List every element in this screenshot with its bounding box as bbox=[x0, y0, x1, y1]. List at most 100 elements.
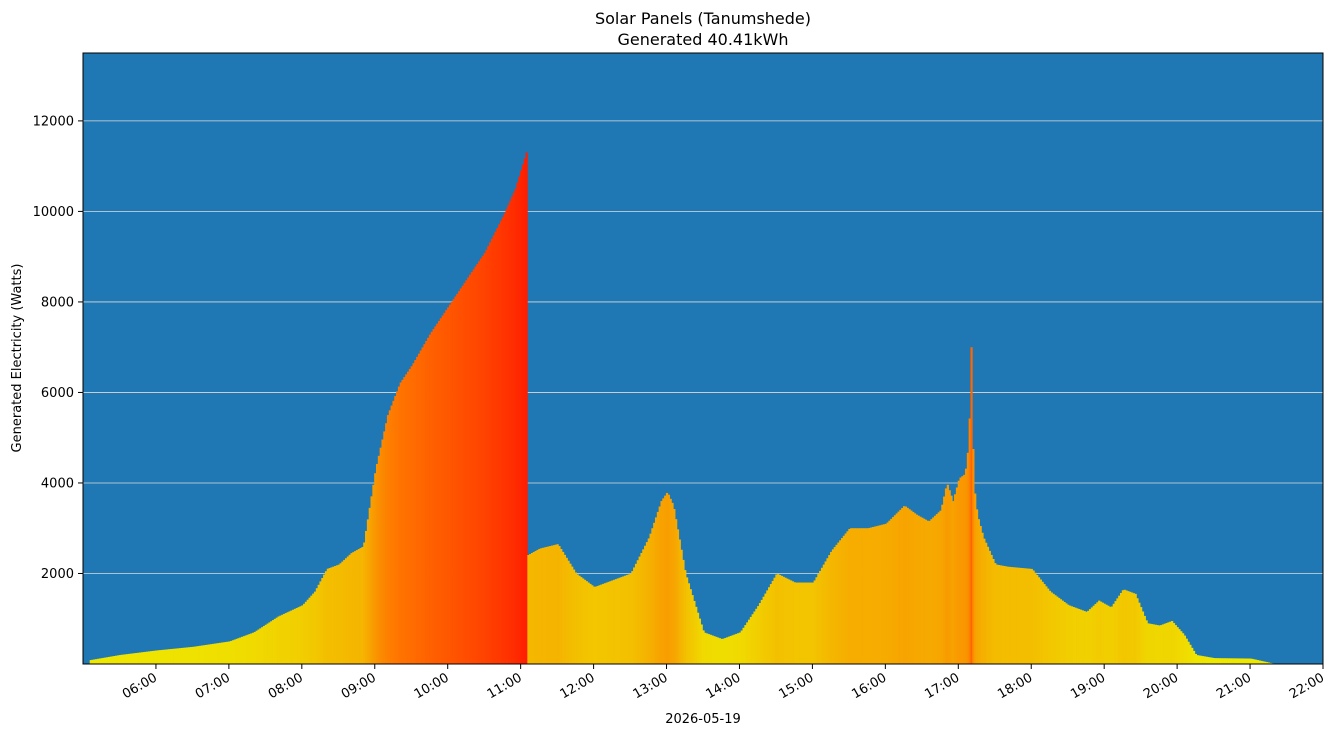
generation-bar bbox=[802, 582, 805, 664]
generation-bar bbox=[840, 538, 844, 664]
generation-bar bbox=[1218, 658, 1221, 664]
generation-bar bbox=[824, 561, 827, 664]
generation-bar bbox=[419, 350, 422, 664]
generation-bar bbox=[698, 618, 701, 664]
generation-bar bbox=[1110, 606, 1114, 664]
generation-bar bbox=[569, 563, 572, 664]
generation-bar bbox=[954, 494, 957, 664]
generation-bar bbox=[324, 571, 328, 664]
generation-bar bbox=[1123, 589, 1126, 664]
generation-bar bbox=[895, 513, 898, 664]
generation-bar bbox=[275, 617, 278, 664]
generation-bar bbox=[631, 571, 634, 664]
generation-bar bbox=[321, 578, 324, 664]
generation-bar bbox=[483, 253, 486, 664]
generation-bar bbox=[534, 550, 537, 664]
generation-bar bbox=[859, 528, 862, 664]
generation-bar bbox=[928, 520, 931, 664]
generation-bar bbox=[1141, 611, 1145, 664]
generation-bar bbox=[175, 648, 178, 664]
generation-bar bbox=[700, 624, 703, 664]
generation-bar bbox=[662, 498, 665, 664]
generation-bar bbox=[551, 545, 554, 664]
generation-bar bbox=[777, 574, 780, 664]
generation-bar bbox=[671, 502, 674, 664]
generation-bar bbox=[811, 582, 815, 664]
generation-bar bbox=[1260, 660, 1263, 664]
generation-bar bbox=[558, 546, 561, 664]
generation-bar bbox=[926, 520, 929, 664]
generation-bar bbox=[467, 277, 470, 664]
generation-bar bbox=[297, 607, 300, 664]
generation-bar bbox=[897, 511, 900, 664]
generation-bar bbox=[572, 569, 576, 664]
generation-bar bbox=[778, 574, 782, 664]
generation-bar bbox=[204, 644, 207, 664]
generation-bar bbox=[1045, 586, 1048, 664]
generation-bar bbox=[820, 567, 824, 664]
generation-bar bbox=[1178, 629, 1181, 664]
generation-bar bbox=[461, 285, 464, 664]
generation-bar bbox=[171, 648, 174, 664]
generation-bar bbox=[851, 528, 855, 664]
generation-bar bbox=[527, 555, 530, 664]
generation-bar bbox=[722, 638, 725, 664]
generation-bar bbox=[994, 563, 997, 664]
x-tick-label: 09:00 bbox=[339, 670, 379, 702]
generation-bar bbox=[282, 613, 286, 664]
generation-bar bbox=[625, 575, 629, 664]
generation-bar bbox=[153, 650, 156, 664]
generation-bar bbox=[707, 634, 711, 664]
generation-bar bbox=[1047, 588, 1050, 664]
generation-bar bbox=[1267, 662, 1270, 664]
generation-bar bbox=[458, 291, 461, 664]
generation-bar bbox=[563, 554, 567, 664]
x-axis-ticks: 06:00 07:00 08:00 09:00 10:00 11:00 12:00 13:00… bbox=[120, 664, 1327, 702]
generation-bar bbox=[133, 653, 136, 664]
generation-bar bbox=[540, 548, 543, 664]
generation-bar bbox=[1021, 568, 1024, 664]
generation-bar bbox=[957, 480, 960, 664]
generation-bar bbox=[706, 633, 709, 664]
generation-bar bbox=[614, 579, 618, 664]
generation-bar bbox=[261, 627, 264, 664]
generation-bar bbox=[337, 564, 340, 664]
generation-bar bbox=[1119, 592, 1123, 664]
generation-bar bbox=[591, 585, 594, 664]
generation-bar bbox=[131, 653, 134, 664]
generation-bar bbox=[1057, 597, 1061, 664]
generation-bar bbox=[456, 293, 459, 664]
generation-bar bbox=[306, 599, 309, 664]
generation-bar bbox=[361, 547, 364, 664]
generation-bar bbox=[1249, 658, 1252, 664]
generation-bar bbox=[689, 589, 692, 664]
generation-bar bbox=[334, 566, 337, 664]
generation-bar bbox=[797, 582, 800, 664]
generation-bar bbox=[685, 577, 689, 664]
generation-bar bbox=[1169, 621, 1172, 664]
generation-bar bbox=[990, 554, 993, 664]
generation-bar bbox=[972, 449, 975, 664]
generation-bar bbox=[640, 552, 643, 664]
generation-bar bbox=[1185, 638, 1188, 664]
generation-bar bbox=[463, 282, 466, 664]
generation-bar bbox=[211, 643, 215, 664]
generation-bar bbox=[365, 530, 368, 664]
generation-bar bbox=[1030, 568, 1033, 664]
generation-bar bbox=[713, 636, 716, 664]
generation-bar bbox=[523, 158, 526, 665]
generation-bar bbox=[919, 516, 922, 664]
generation-bar bbox=[607, 581, 610, 664]
generation-bar bbox=[239, 637, 242, 664]
y-tick-label: 8000 bbox=[41, 295, 74, 310]
generation-bar bbox=[583, 579, 587, 664]
generation-bar bbox=[855, 528, 858, 664]
generation-bar bbox=[1176, 627, 1179, 664]
generation-bar bbox=[1163, 623, 1166, 664]
generation-bar bbox=[773, 577, 776, 664]
generation-bar bbox=[806, 582, 809, 664]
generation-bar bbox=[1014, 567, 1017, 664]
generation-bar bbox=[1205, 656, 1208, 664]
generation-bar bbox=[490, 238, 494, 664]
generation-bar bbox=[955, 487, 959, 664]
